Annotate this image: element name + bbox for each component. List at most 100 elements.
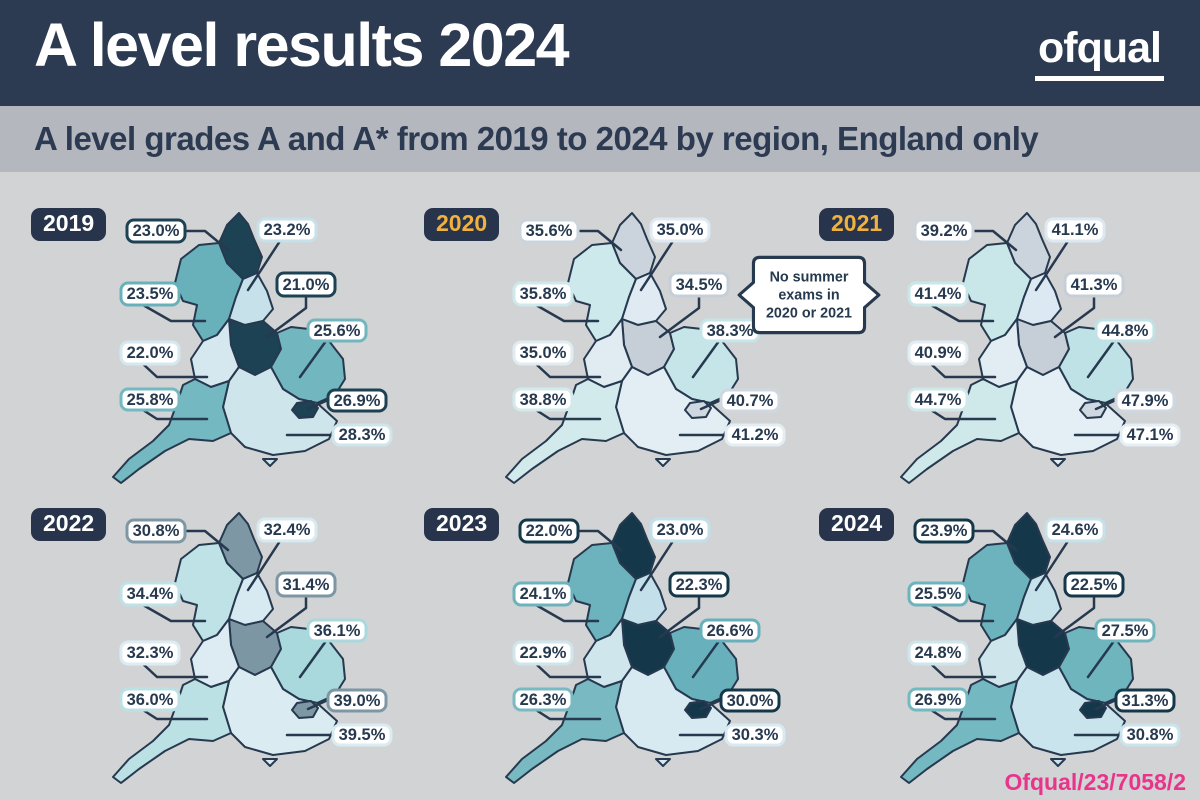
- value-callout: 30.8%: [125, 518, 187, 544]
- value-callout: 31.3%: [1114, 688, 1176, 713]
- value-callout: 44.8%: [1094, 318, 1156, 343]
- value-callout: 24.8%: [907, 640, 969, 666]
- svg-text:23.0%: 23.0%: [133, 222, 180, 240]
- svg-text:22.5%: 22.5%: [1071, 576, 1118, 594]
- value-callout: 47.1%: [1119, 423, 1181, 447]
- value-callout: 23.5%: [119, 281, 181, 307]
- region-london: [684, 700, 712, 719]
- svg-text:23.2%: 23.2%: [264, 221, 311, 239]
- svg-text:30.3%: 30.3%: [732, 726, 779, 744]
- year-label: 2021: [831, 210, 883, 236]
- svg-text:47.9%: 47.9%: [1122, 392, 1169, 410]
- value-callout: 32.4%: [256, 517, 318, 543]
- ofqual-logo: ofqual: [1035, 24, 1164, 81]
- svg-text:26.9%: 26.9%: [915, 691, 962, 709]
- value-callout: 26.6%: [699, 618, 761, 643]
- value-callout: 25.6%: [306, 318, 368, 343]
- svg-text:34.4%: 34.4%: [127, 585, 174, 603]
- england-map-2019: 23.0% 23.2% 21.0% 23.5% 25.6% 22.0% 25.8…: [112, 212, 393, 484]
- svg-text:41.3%: 41.3%: [1071, 276, 1118, 294]
- value-callout: 35.0%: [649, 217, 711, 243]
- value-callout: 31.4%: [275, 571, 337, 598]
- svg-text:23.5%: 23.5%: [127, 285, 174, 303]
- svg-text:30.8%: 30.8%: [1127, 726, 1174, 744]
- note-line-3: 2020 or 2021: [766, 305, 852, 321]
- value-callout: 24.6%: [1044, 517, 1106, 543]
- svg-text:35.0%: 35.0%: [657, 221, 704, 239]
- value-callout: 34.5%: [668, 271, 730, 298]
- map-panel-2019: 2019 23.0% 23.2% 21.0% 23.5% 25.6% 22.0%…: [15, 197, 405, 497]
- year-badge-2024: 2024: [819, 508, 895, 541]
- value-callout: 30.0%: [719, 688, 781, 713]
- svg-text:44.8%: 44.8%: [1102, 322, 1149, 340]
- note-line-2: exams in: [778, 287, 839, 303]
- value-callout: 28.3%: [331, 423, 393, 447]
- svg-text:35.6%: 35.6%: [526, 222, 573, 240]
- subtitle-text: A level grades A and A* from 2019 to 202…: [34, 120, 1039, 157]
- value-callout: 35.0%: [512, 340, 574, 366]
- england-map-2024: 23.9% 24.6% 22.5% 25.5% 27.5% 24.8% 26.9…: [900, 512, 1181, 784]
- value-callout: 38.8%: [512, 387, 574, 412]
- svg-text:24.6%: 24.6%: [1052, 521, 1099, 539]
- svg-text:26.3%: 26.3%: [520, 691, 567, 709]
- england-map-2022: 30.8% 32.4% 31.4% 34.4% 36.1% 32.3% 36.0…: [112, 512, 393, 784]
- region-london: [1079, 400, 1107, 419]
- value-callout: 22.5%: [1063, 571, 1125, 598]
- year-label: 2020: [436, 210, 488, 236]
- region-london: [1079, 700, 1107, 719]
- value-callout: 34.4%: [119, 581, 181, 607]
- page-title: A level results 2024: [34, 11, 570, 79]
- svg-text:41.4%: 41.4%: [915, 285, 962, 303]
- value-callout: 35.8%: [512, 281, 574, 307]
- map-panel-2024: 2024 23.9% 24.6% 22.5% 25.5% 27.5% 24.8%…: [803, 497, 1193, 797]
- value-callout: 39.2%: [913, 218, 975, 244]
- note-line-1: No summer: [770, 270, 849, 286]
- value-callout: 26.9%: [326, 388, 388, 413]
- svg-text:25.5%: 25.5%: [915, 585, 962, 603]
- svg-text:44.7%: 44.7%: [915, 391, 962, 409]
- year-badge-2020: 2020: [424, 208, 500, 241]
- svg-text:23.0%: 23.0%: [657, 521, 704, 539]
- svg-text:32.3%: 32.3%: [127, 644, 174, 662]
- svg-text:26.9%: 26.9%: [334, 392, 381, 410]
- svg-text:27.5%: 27.5%: [1102, 622, 1149, 640]
- value-callout: 47.9%: [1114, 388, 1176, 413]
- note-bubble-shape: [737, 255, 881, 335]
- value-callout: 22.9%: [512, 640, 574, 666]
- svg-text:32.4%: 32.4%: [264, 521, 311, 539]
- svg-text:31.3%: 31.3%: [1122, 692, 1169, 710]
- value-callout: 39.0%: [326, 688, 388, 713]
- value-callout: 22.0%: [518, 518, 580, 544]
- value-callout: 23.0%: [125, 218, 187, 244]
- map-panel-2020: 2020 35.6% 35.0% 34.5% 35.8% 38.3% 35.0%…: [408, 197, 798, 497]
- value-callout: 44.7%: [907, 387, 969, 412]
- no-summer-exams-note: No summer exams in 2020 or 2021: [737, 255, 881, 335]
- value-callout: 23.9%: [913, 518, 975, 544]
- svg-text:24.8%: 24.8%: [915, 644, 962, 662]
- subtitle-bar: A level grades A and A* from 2019 to 202…: [0, 106, 1200, 172]
- value-callout: 40.7%: [719, 388, 781, 413]
- year-label: 2023: [436, 510, 488, 536]
- document-reference: Ofqual/23/7058/2: [1004, 769, 1186, 795]
- value-callout: 39.5%: [331, 723, 393, 747]
- svg-text:36.1%: 36.1%: [314, 622, 361, 640]
- value-callout: 41.3%: [1063, 271, 1125, 298]
- svg-text:34.5%: 34.5%: [676, 276, 723, 294]
- value-callout: 38.3%: [699, 318, 761, 343]
- svg-text:28.3%: 28.3%: [339, 426, 386, 444]
- svg-text:39.5%: 39.5%: [339, 726, 386, 744]
- svg-text:31.4%: 31.4%: [283, 576, 330, 594]
- value-callout: 32.3%: [119, 640, 181, 666]
- svg-text:22.9%: 22.9%: [520, 644, 567, 662]
- value-callout: 30.3%: [724, 723, 786, 747]
- value-callout: 41.1%: [1044, 217, 1106, 243]
- svg-text:38.3%: 38.3%: [707, 322, 754, 340]
- svg-text:35.0%: 35.0%: [520, 344, 567, 362]
- value-callout: 30.8%: [1119, 723, 1181, 747]
- value-callout: 36.0%: [119, 687, 181, 712]
- region-london: [291, 700, 319, 719]
- svg-text:25.6%: 25.6%: [314, 322, 361, 340]
- year-label: 2019: [43, 210, 95, 236]
- svg-text:26.6%: 26.6%: [707, 622, 754, 640]
